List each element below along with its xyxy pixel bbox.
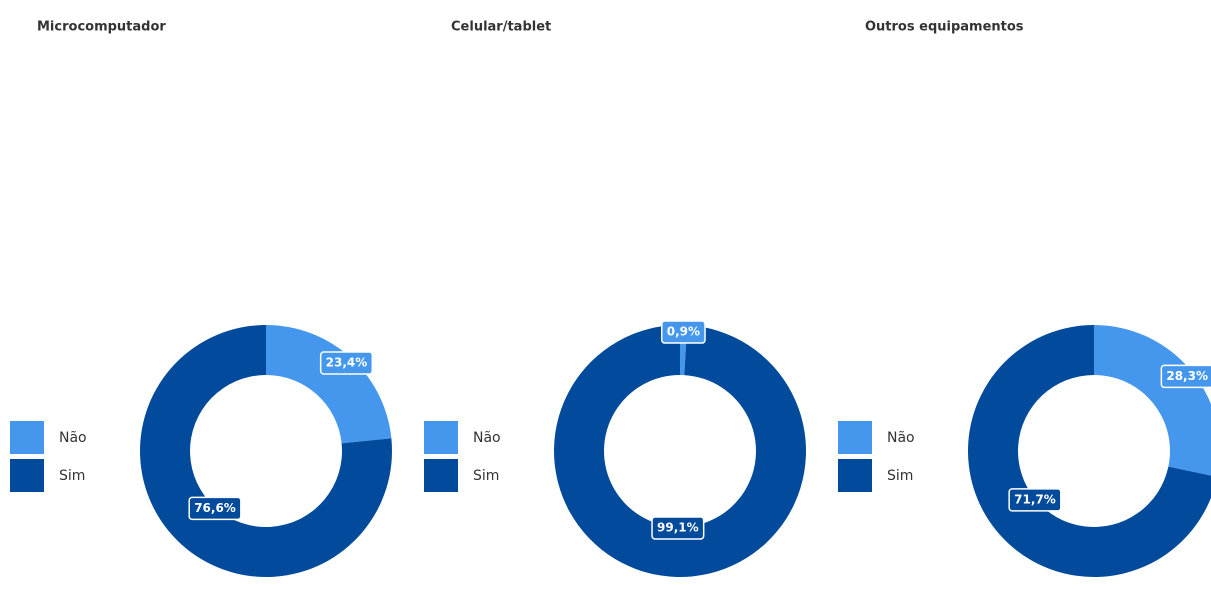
value-label-text: 28,3% [1166, 369, 1208, 383]
value-label-text: 71,7% [1014, 492, 1056, 506]
value-label: 28,3% [1160, 364, 1211, 389]
value-label-box [1160, 364, 1211, 389]
chart-title: Outros equipamentos [865, 20, 1024, 35]
legend-label: Sim [887, 468, 913, 484]
value-label-text: 0,9% [667, 325, 700, 339]
value-label: 0,9% [661, 320, 706, 344]
legend-swatch [10, 459, 44, 492]
legend-swatch [10, 421, 44, 454]
donut-slice [266, 325, 392, 444]
value-label-text: 76,6% [194, 501, 236, 515]
donut-slice [1094, 325, 1211, 476]
legend-swatch [424, 421, 458, 454]
legend-label: Não [887, 430, 915, 446]
donut-slice [968, 325, 1211, 577]
value-label: 99,1% [651, 516, 705, 540]
value-label-box [319, 351, 374, 375]
legend-swatch [424, 459, 458, 492]
value-label-box [1008, 488, 1062, 512]
value-label: 23,4% [319, 351, 374, 375]
value-label-text: 99,1% [657, 520, 699, 534]
value-label: 71,7% [1008, 488, 1062, 512]
value-label: 76,6% [188, 496, 242, 521]
chart-title: Microcomputador [37, 20, 166, 35]
value-label-text: 23,4% [326, 355, 368, 369]
legend-label: Não [59, 430, 87, 446]
legend-swatch [838, 459, 872, 492]
legend-label: Não [473, 430, 501, 446]
legend-swatch [838, 421, 872, 454]
value-label-box [188, 496, 242, 521]
legend-label: Sim [473, 468, 499, 484]
chart-title: Celular/tablet [451, 20, 551, 35]
donut-slice [553, 325, 806, 577]
value-label-box [661, 320, 706, 344]
legend-label: Sim [59, 468, 85, 484]
value-label-box [651, 516, 705, 540]
